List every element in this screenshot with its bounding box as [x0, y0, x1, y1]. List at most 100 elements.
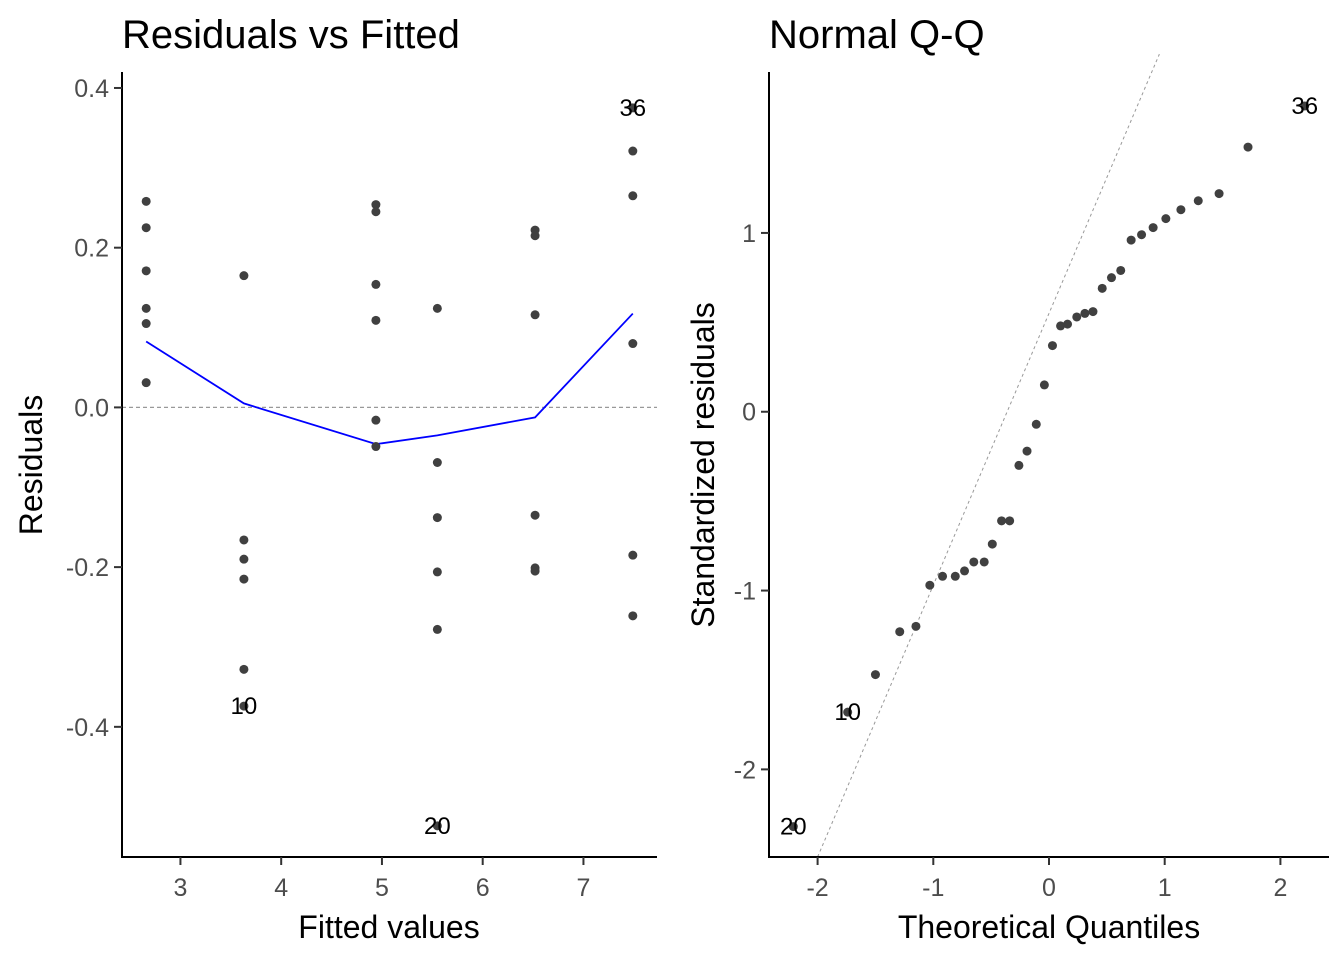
- data-point: [969, 557, 979, 567]
- data-point: [911, 621, 921, 631]
- data-point: [239, 554, 249, 564]
- data-point: [895, 627, 905, 637]
- data-point: [432, 303, 442, 313]
- data-point: [432, 567, 442, 577]
- points-layer: [141, 103, 638, 831]
- loess-smooth-line: [145, 312, 634, 446]
- chart-title: Normal Q-Q: [769, 13, 985, 57]
- point-label: 36: [1291, 93, 1318, 120]
- data-point: [1063, 319, 1073, 329]
- data-point: [960, 566, 970, 576]
- data-point: [870, 670, 880, 680]
- smooth-line: [145, 312, 634, 446]
- data-point: [1014, 460, 1024, 470]
- data-point: [628, 339, 638, 349]
- y-axis-ticks: 0.4 0.2 0.0 -0.2 -0.4: [66, 75, 122, 742]
- data-point: [371, 315, 381, 325]
- qq-reference-line: [817, 53, 1160, 858]
- data-point: [628, 550, 638, 560]
- data-point: [1039, 380, 1049, 390]
- data-point: [938, 571, 948, 581]
- data-point: [925, 580, 935, 590]
- data-point: [979, 557, 989, 567]
- data-point: [239, 535, 249, 545]
- data-point: [950, 571, 960, 581]
- data-point: [371, 200, 381, 210]
- data-point: [1148, 223, 1158, 233]
- point-labels-layer: 20 10 36: [780, 93, 1318, 841]
- x-tick-label: 5: [375, 874, 389, 902]
- y-tick-label: 0.2: [74, 235, 109, 263]
- data-point: [530, 231, 540, 241]
- data-point: [239, 701, 249, 711]
- point-label: 36: [619, 95, 646, 122]
- data-point: [1193, 196, 1203, 206]
- data-point: [628, 103, 638, 113]
- data-point: [1243, 142, 1253, 152]
- data-point: [1080, 308, 1090, 318]
- x-tick-label: 2: [1273, 874, 1287, 902]
- data-point: [432, 821, 442, 831]
- data-point: [1005, 516, 1015, 526]
- data-point: [628, 191, 638, 201]
- x-tick-label: -1: [922, 874, 944, 902]
- y-axis-title: Residuals: [13, 395, 49, 536]
- data-point: [239, 664, 249, 674]
- y-tick-label: -1: [734, 578, 756, 606]
- data-point: [1072, 312, 1082, 322]
- data-point: [1031, 419, 1041, 429]
- data-point: [1300, 101, 1310, 111]
- data-point: [530, 510, 540, 520]
- point-label: 10: [231, 693, 258, 720]
- data-point: [141, 266, 151, 276]
- data-point: [141, 196, 151, 206]
- data-point: [1022, 446, 1032, 456]
- data-point: [1126, 235, 1136, 245]
- y-tick-label: -0.4: [66, 714, 109, 742]
- data-point: [987, 539, 997, 549]
- data-point: [1056, 321, 1066, 331]
- data-point: [141, 319, 151, 329]
- data-point: [628, 146, 638, 156]
- data-point: [141, 223, 151, 233]
- x-axis-title: Theoretical Quantiles: [898, 909, 1200, 945]
- reference-line: [817, 53, 1160, 858]
- data-point: [371, 442, 381, 452]
- y-axis-ticks: 1 0 -1 -2: [734, 220, 769, 784]
- y-tick-label: -0.2: [66, 554, 109, 582]
- point-label: 20: [780, 814, 807, 841]
- x-tick-label: 7: [576, 874, 590, 902]
- chart-title: Residuals vs Fitted: [122, 13, 460, 57]
- data-point: [1097, 283, 1107, 293]
- x-tick-label: 4: [274, 874, 288, 902]
- point-label: 20: [424, 813, 451, 840]
- data-point: [628, 611, 638, 621]
- y-tick-label: 1: [742, 220, 756, 248]
- data-point: [1137, 230, 1147, 240]
- data-point: [1214, 189, 1224, 199]
- x-axis-ticks: 3 4 5 6 7: [173, 857, 590, 902]
- y-axis-title: Standardized residuals: [685, 302, 721, 628]
- data-point: [432, 624, 442, 634]
- data-point: [530, 566, 540, 576]
- x-axis-title: Fitted values: [298, 909, 479, 945]
- data-point: [530, 310, 540, 320]
- points-layer: [788, 101, 1310, 832]
- data-point: [788, 822, 798, 832]
- data-point: [239, 574, 249, 584]
- x-tick-label: -2: [806, 874, 828, 902]
- point-labels-layer: 10 20 36: [231, 95, 647, 840]
- data-point: [1116, 265, 1126, 275]
- y-tick-label: 0.4: [74, 75, 109, 103]
- data-point: [141, 303, 151, 313]
- y-tick-label: -2: [734, 756, 756, 784]
- x-tick-label: 3: [173, 874, 187, 902]
- y-tick-label: 0: [742, 399, 756, 427]
- data-point: [239, 271, 249, 281]
- data-point: [432, 458, 442, 468]
- y-tick-label: 0.0: [74, 394, 109, 422]
- data-point: [997, 516, 1007, 526]
